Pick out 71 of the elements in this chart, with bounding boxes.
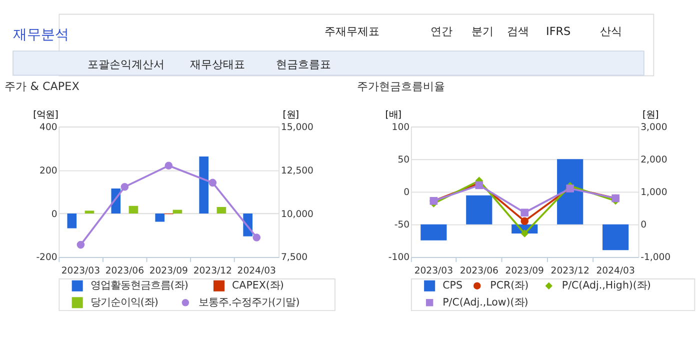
y2-tick-label: 1,000: [640, 187, 668, 198]
legend-label: 영업활동현금흐름(좌): [90, 280, 188, 292]
text: 연간: [430, 25, 452, 38]
legend-label: CPS: [442, 280, 462, 292]
y2-axis-title: [원]: [282, 110, 300, 121]
y-tick-label: 400: [40, 122, 58, 133]
bar: [466, 195, 492, 224]
x-tick-label: 2023/12: [193, 265, 232, 276]
y-axis-title: [억원]: [33, 110, 58, 121]
text: 분기: [472, 25, 494, 38]
x-tick-label: 2024/03: [596, 265, 635, 276]
bar: [216, 206, 226, 214]
bar: [155, 213, 165, 222]
x-tick-label: 2023/03: [414, 265, 454, 276]
y2-tick-label: 12,500: [280, 165, 314, 176]
y-tick-label: -200: [36, 252, 58, 264]
y2-tick-label: 10,000: [280, 208, 314, 220]
y-axis-title: [배]: [385, 110, 402, 121]
legend-label: CAPEX(좌): [232, 280, 284, 292]
text: 현금흐름표: [276, 58, 331, 71]
point: [520, 217, 529, 225]
point: [208, 178, 217, 187]
point: [164, 162, 173, 170]
y-tick-label: 0: [51, 208, 58, 220]
text: 주재무제표: [324, 25, 380, 38]
x-tick-label: 2023/06: [460, 265, 499, 276]
text: 재무분석: [13, 26, 70, 43]
point: [252, 234, 261, 242]
bar: [128, 206, 138, 214]
y-tick-label: 0: [404, 187, 410, 198]
y-tick-label: 200: [40, 165, 58, 176]
legend-label: 보통주.수정주가(기말): [198, 296, 300, 308]
point: [76, 240, 85, 249]
text: 검색: [506, 25, 529, 38]
text: 산식: [600, 25, 622, 38]
y-tick-label: -50: [394, 220, 410, 231]
bar: [67, 213, 77, 228]
bar: [84, 210, 94, 214]
legend-label: PCR(좌): [490, 280, 529, 292]
legend-label: 당기순이익(좌): [90, 296, 158, 308]
point: [120, 182, 129, 191]
legend-label: P/C(Adj.,Low)(좌): [442, 296, 528, 308]
text: IFRS: [546, 25, 571, 38]
point: [520, 208, 529, 217]
x-tick-label: 2023/06: [105, 265, 144, 276]
point: [520, 230, 529, 238]
bar: [557, 159, 584, 224]
bar: [172, 210, 182, 214]
y2-axis-title: [원]: [642, 110, 659, 121]
y-tick-label: 50: [398, 154, 410, 166]
x-tick-label: 2023/09: [505, 265, 544, 276]
y2-tick-label: 7,500: [280, 252, 308, 264]
x-tick-label: 2023/12: [550, 265, 590, 276]
bar: [199, 156, 209, 214]
x-tick-label: 2023/03: [61, 265, 100, 276]
bar: [602, 224, 629, 250]
text: 포괄손익계산서: [88, 58, 165, 71]
y2-tick-label: 15,000: [280, 122, 314, 133]
y2-tick-label: 2,000: [640, 154, 668, 166]
y-tick-label: -100: [388, 252, 410, 264]
chart-title: 주가현금흐름비율: [356, 80, 445, 94]
y2-tick-label: -1,000: [640, 252, 671, 264]
legend-label: P/C(Adj.,High)(좌): [562, 280, 651, 292]
x-tick-label: 2023/09: [149, 265, 188, 276]
text: 재무상태표: [190, 58, 246, 71]
chart-title: 주가 & CAPEX: [4, 80, 80, 94]
x-tick-label: 2024/03: [237, 265, 276, 276]
y2-tick-label: 0: [640, 220, 647, 231]
y-tick-label: 100: [392, 122, 410, 133]
bar: [420, 224, 447, 240]
y2-tick-label: 3,000: [640, 122, 668, 133]
